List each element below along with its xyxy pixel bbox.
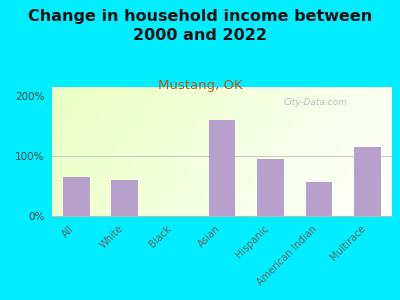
Bar bbox=[209, 120, 235, 216]
Text: Mustang, OK: Mustang, OK bbox=[158, 80, 242, 92]
Text: Change in household income between
2000 and 2022: Change in household income between 2000 … bbox=[28, 9, 372, 43]
Bar bbox=[112, 180, 138, 216]
Bar bbox=[354, 147, 381, 216]
Bar bbox=[306, 182, 332, 216]
Bar bbox=[257, 159, 284, 216]
Text: City-Data.com: City-Data.com bbox=[283, 98, 347, 107]
Bar bbox=[63, 177, 90, 216]
